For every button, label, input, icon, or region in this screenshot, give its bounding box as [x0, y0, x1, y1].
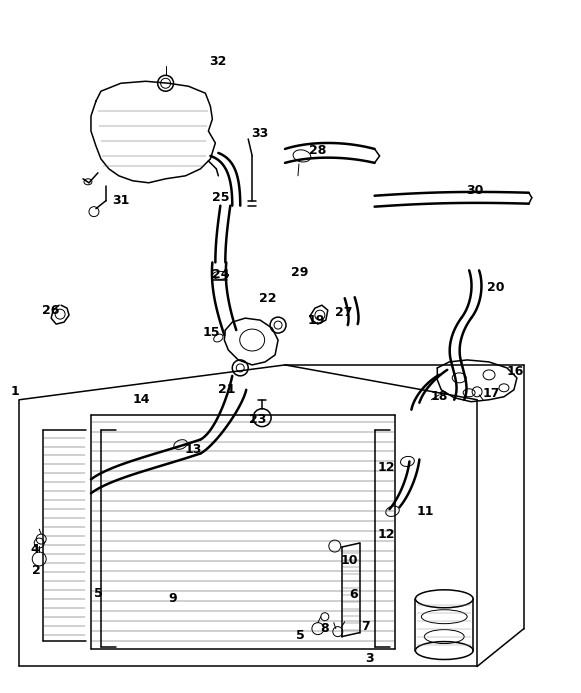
Text: 12: 12: [378, 461, 395, 474]
Text: 3: 3: [365, 652, 374, 665]
Text: 25: 25: [211, 191, 229, 204]
Text: 13: 13: [185, 443, 202, 456]
Text: 20: 20: [487, 281, 505, 294]
Text: 5: 5: [94, 587, 102, 600]
Text: 15: 15: [203, 326, 220, 339]
Text: 4: 4: [31, 543, 40, 556]
Text: 30: 30: [467, 184, 484, 198]
Text: 32: 32: [210, 55, 227, 68]
Text: 23: 23: [249, 413, 267, 426]
Text: 8: 8: [321, 622, 329, 635]
Text: 28: 28: [309, 144, 327, 157]
Text: 21: 21: [217, 383, 235, 396]
Text: 24: 24: [211, 268, 229, 281]
Text: 31: 31: [112, 194, 130, 207]
Text: 29: 29: [291, 266, 309, 279]
Text: 16: 16: [506, 365, 523, 378]
Text: 17: 17: [482, 387, 500, 401]
Text: 27: 27: [335, 306, 353, 319]
Text: 33: 33: [252, 127, 269, 139]
Text: 5: 5: [296, 629, 304, 642]
Text: 18: 18: [431, 390, 448, 403]
Text: 14: 14: [133, 393, 150, 406]
Text: 9: 9: [168, 593, 177, 605]
Text: 22: 22: [259, 292, 277, 305]
Text: 6: 6: [349, 588, 358, 602]
Text: 1: 1: [11, 385, 20, 398]
Text: 11: 11: [417, 505, 434, 518]
Text: 19: 19: [307, 314, 325, 326]
Text: 10: 10: [341, 554, 358, 568]
Text: 7: 7: [361, 620, 370, 633]
Text: 12: 12: [378, 527, 395, 541]
Text: 26: 26: [42, 304, 60, 317]
Text: 2: 2: [32, 564, 41, 577]
